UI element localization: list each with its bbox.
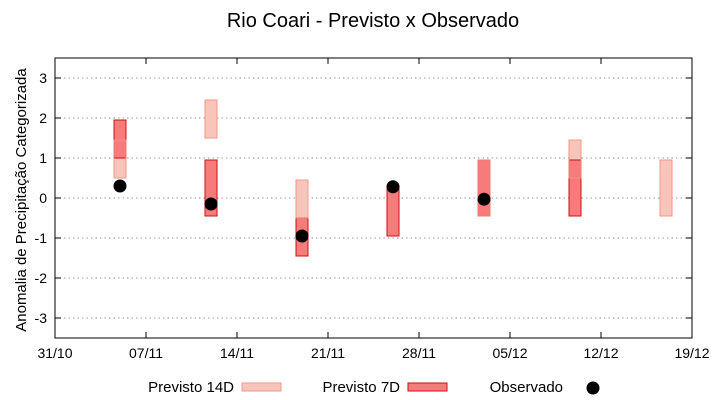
x-tick-label: 12/12 [583,345,618,361]
y-tick-label: 1 [39,150,47,166]
y-tick-label: -3 [35,310,48,326]
previsto-14d-outline [113,139,127,179]
x-tick-label: 31/10 [37,345,72,361]
y-tick-label: 0 [39,190,47,206]
chart-title: Rio Coari - Previsto x Observado [227,10,519,32]
legend-label-previsto-7d: Previsto 7D [322,379,400,396]
x-tick-label: 05/12 [492,345,527,361]
x-tick-label: 19/12 [674,345,709,361]
y-tick-label: 3 [39,70,47,86]
previsto-14d-bar [295,179,309,219]
previsto-14d-outline [477,159,491,217]
y-axis-label: Anomalia de Precipitação Categorizada [13,68,30,332]
legend-label-observado: Observado [490,379,563,396]
plot-frame [54,57,693,339]
observado-point [477,192,491,206]
gridlines [55,77,692,319]
axis-ticks: -3 -2 -1 0 1 2 3 31/10 07/11 14/11 21/11 28/11 05/12… [35,58,710,361]
legend-label-previsto-14d: Previsto 14D [148,379,234,396]
observado-point [204,197,218,211]
series-observado [113,179,491,243]
previsto-14d-outline [295,179,309,219]
previsto-7d-bar [568,159,582,217]
previsto-14d-outline [204,99,218,139]
previsto-14d-outline [568,139,582,179]
x-tick-label: 21/11 [311,345,345,361]
previsto-7d-bar [477,159,491,217]
y-tick-label: 2 [39,110,47,126]
observado-point [386,180,400,194]
series-previsto-7d [113,99,673,257]
legend-swatch-previsto-14d [241,382,282,392]
previsto-7d-bar [113,119,127,159]
previsto-14d-bar [204,99,218,139]
x-tick-label: 07/11 [129,345,163,361]
observado-point [295,229,309,243]
previsto-14d-outline [659,159,673,217]
legend-marker-observado [586,381,600,395]
observado-point [113,179,127,193]
previsto-7d-bar [386,185,400,237]
legend-swatch-previsto-7d [407,382,448,392]
y-tick-label: -1 [35,230,48,246]
x-tick-label: 14/11 [220,345,254,361]
previsto-14d-bar [659,159,673,217]
y-tick-label: -2 [35,270,48,286]
legend: Previsto 14D Previsto 7D Observado [148,379,600,396]
x-tick-label: 28/11 [402,345,436,361]
